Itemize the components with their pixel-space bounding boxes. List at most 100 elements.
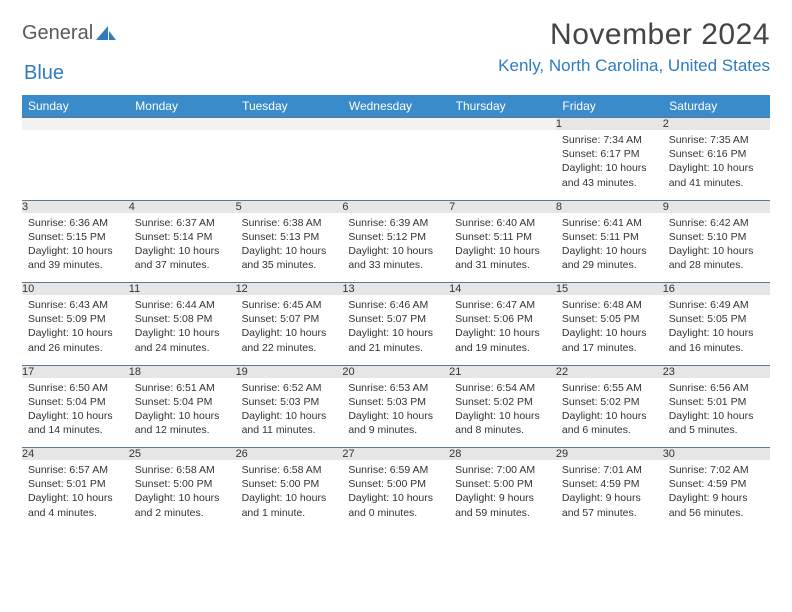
sunset-text: Sunset: 5:01 PM — [28, 477, 123, 491]
day-cell: Sunrise: 7:02 AMSunset: 4:59 PMDaylight:… — [663, 460, 770, 530]
sunrise-text: Sunrise: 6:50 AM — [28, 381, 123, 395]
sunset-text: Sunset: 5:08 PM — [135, 312, 230, 326]
day-number-cell: 16 — [663, 283, 770, 296]
day-header: Friday — [556, 95, 663, 118]
day-number-cell: 18 — [129, 365, 236, 378]
day-cell: Sunrise: 6:43 AMSunset: 5:09 PMDaylight:… — [22, 295, 129, 365]
day-header: Sunday — [22, 95, 129, 118]
day-number-cell — [342, 118, 449, 131]
daylight-text: Daylight: 9 hours and 56 minutes. — [669, 491, 764, 519]
daylight-text: Daylight: 10 hours and 31 minutes. — [455, 244, 550, 272]
day-number-cell: 28 — [449, 448, 556, 461]
daylight-text: Daylight: 10 hours and 21 minutes. — [348, 326, 443, 354]
daylight-text: Daylight: 10 hours and 8 minutes. — [455, 409, 550, 437]
daylight-text: Daylight: 10 hours and 14 minutes. — [28, 409, 123, 437]
week-row: Sunrise: 6:43 AMSunset: 5:09 PMDaylight:… — [22, 295, 770, 365]
day-cell: Sunrise: 6:55 AMSunset: 5:02 PMDaylight:… — [556, 378, 663, 448]
day-details — [449, 130, 556, 137]
day-details: Sunrise: 6:54 AMSunset: 5:02 PMDaylight:… — [449, 378, 556, 442]
day-number-cell — [236, 118, 343, 131]
day-details: Sunrise: 6:52 AMSunset: 5:03 PMDaylight:… — [236, 378, 343, 442]
day-cell: Sunrise: 6:47 AMSunset: 5:06 PMDaylight:… — [449, 295, 556, 365]
calendar-page: General November 2024 Kenly, North Carol… — [0, 0, 792, 548]
day-header: Saturday — [663, 95, 770, 118]
day-number-cell: 20 — [342, 365, 449, 378]
day-details: Sunrise: 6:37 AMSunset: 5:14 PMDaylight:… — [129, 213, 236, 277]
day-number-cell: 15 — [556, 283, 663, 296]
brand-logo: General — [22, 18, 117, 45]
daylight-text: Daylight: 10 hours and 33 minutes. — [348, 244, 443, 272]
day-cell: Sunrise: 7:34 AMSunset: 6:17 PMDaylight:… — [556, 130, 663, 200]
day-cell: Sunrise: 6:48 AMSunset: 5:05 PMDaylight:… — [556, 295, 663, 365]
day-cell: Sunrise: 6:52 AMSunset: 5:03 PMDaylight:… — [236, 378, 343, 448]
daynum-row: 17181920212223 — [22, 365, 770, 378]
day-details: Sunrise: 6:46 AMSunset: 5:07 PMDaylight:… — [342, 295, 449, 359]
day-number-cell: 25 — [129, 448, 236, 461]
sunrise-text: Sunrise: 6:56 AM — [669, 381, 764, 395]
sunrise-text: Sunrise: 6:48 AM — [562, 298, 657, 312]
daylight-text: Daylight: 10 hours and 39 minutes. — [28, 244, 123, 272]
sunset-text: Sunset: 5:05 PM — [562, 312, 657, 326]
day-number-cell — [22, 118, 129, 131]
sunset-text: Sunset: 5:15 PM — [28, 230, 123, 244]
day-cell: Sunrise: 6:36 AMSunset: 5:15 PMDaylight:… — [22, 213, 129, 283]
day-cell — [342, 130, 449, 200]
day-cell: Sunrise: 6:49 AMSunset: 5:05 PMDaylight:… — [663, 295, 770, 365]
day-number-cell: 12 — [236, 283, 343, 296]
day-details: Sunrise: 6:38 AMSunset: 5:13 PMDaylight:… — [236, 213, 343, 277]
sunset-text: Sunset: 5:11 PM — [562, 230, 657, 244]
sunset-text: Sunset: 5:11 PM — [455, 230, 550, 244]
day-cell — [22, 130, 129, 200]
sunrise-text: Sunrise: 6:51 AM — [135, 381, 230, 395]
daylight-text: Daylight: 10 hours and 0 minutes. — [348, 491, 443, 519]
day-number-cell: 5 — [236, 200, 343, 213]
daylight-text: Daylight: 10 hours and 26 minutes. — [28, 326, 123, 354]
day-cell: Sunrise: 6:57 AMSunset: 5:01 PMDaylight:… — [22, 460, 129, 530]
day-details: Sunrise: 6:45 AMSunset: 5:07 PMDaylight:… — [236, 295, 343, 359]
calendar-head: Sunday Monday Tuesday Wednesday Thursday… — [22, 95, 770, 118]
sunrise-text: Sunrise: 6:42 AM — [669, 216, 764, 230]
day-details: Sunrise: 6:40 AMSunset: 5:11 PMDaylight:… — [449, 213, 556, 277]
day-cell: Sunrise: 6:53 AMSunset: 5:03 PMDaylight:… — [342, 378, 449, 448]
calendar-table: Sunday Monday Tuesday Wednesday Thursday… — [22, 95, 770, 530]
day-number-cell: 22 — [556, 365, 663, 378]
sunset-text: Sunset: 4:59 PM — [562, 477, 657, 491]
sunrise-text: Sunrise: 7:00 AM — [455, 463, 550, 477]
sunrise-text: Sunrise: 6:52 AM — [242, 381, 337, 395]
daylight-text: Daylight: 10 hours and 41 minutes. — [669, 161, 764, 189]
day-number-cell — [129, 118, 236, 131]
sunset-text: Sunset: 5:00 PM — [135, 477, 230, 491]
day-number-cell: 8 — [556, 200, 663, 213]
brand-word-2: Blue — [24, 62, 64, 84]
day-number-cell: 2 — [663, 118, 770, 131]
sunset-text: Sunset: 5:00 PM — [455, 477, 550, 491]
day-cell: Sunrise: 6:44 AMSunset: 5:08 PMDaylight:… — [129, 295, 236, 365]
day-details: Sunrise: 7:01 AMSunset: 4:59 PMDaylight:… — [556, 460, 663, 524]
day-details: Sunrise: 6:56 AMSunset: 5:01 PMDaylight:… — [663, 378, 770, 442]
day-details: Sunrise: 6:55 AMSunset: 5:02 PMDaylight:… — [556, 378, 663, 442]
day-header-row: Sunday Monday Tuesday Wednesday Thursday… — [22, 95, 770, 118]
sunrise-text: Sunrise: 7:02 AM — [669, 463, 764, 477]
sunset-text: Sunset: 5:10 PM — [669, 230, 764, 244]
day-cell: Sunrise: 7:00 AMSunset: 5:00 PMDaylight:… — [449, 460, 556, 530]
sunset-text: Sunset: 6:17 PM — [562, 147, 657, 161]
day-number-cell: 19 — [236, 365, 343, 378]
sunrise-text: Sunrise: 6:46 AM — [348, 298, 443, 312]
day-details — [129, 130, 236, 137]
day-cell: Sunrise: 6:39 AMSunset: 5:12 PMDaylight:… — [342, 213, 449, 283]
day-header: Wednesday — [342, 95, 449, 118]
sunrise-text: Sunrise: 7:34 AM — [562, 133, 657, 147]
day-number-cell: 1 — [556, 118, 663, 131]
day-number-cell: 24 — [22, 448, 129, 461]
sunset-text: Sunset: 5:00 PM — [348, 477, 443, 491]
daylight-text: Daylight: 10 hours and 37 minutes. — [135, 244, 230, 272]
daylight-text: Daylight: 9 hours and 59 minutes. — [455, 491, 550, 519]
sunset-text: Sunset: 5:09 PM — [28, 312, 123, 326]
day-details: Sunrise: 6:47 AMSunset: 5:06 PMDaylight:… — [449, 295, 556, 359]
sunrise-text: Sunrise: 6:59 AM — [348, 463, 443, 477]
day-header: Tuesday — [236, 95, 343, 118]
day-number-cell: 6 — [342, 200, 449, 213]
day-number-cell: 3 — [22, 200, 129, 213]
day-details: Sunrise: 6:42 AMSunset: 5:10 PMDaylight:… — [663, 213, 770, 277]
sunset-text: Sunset: 5:14 PM — [135, 230, 230, 244]
